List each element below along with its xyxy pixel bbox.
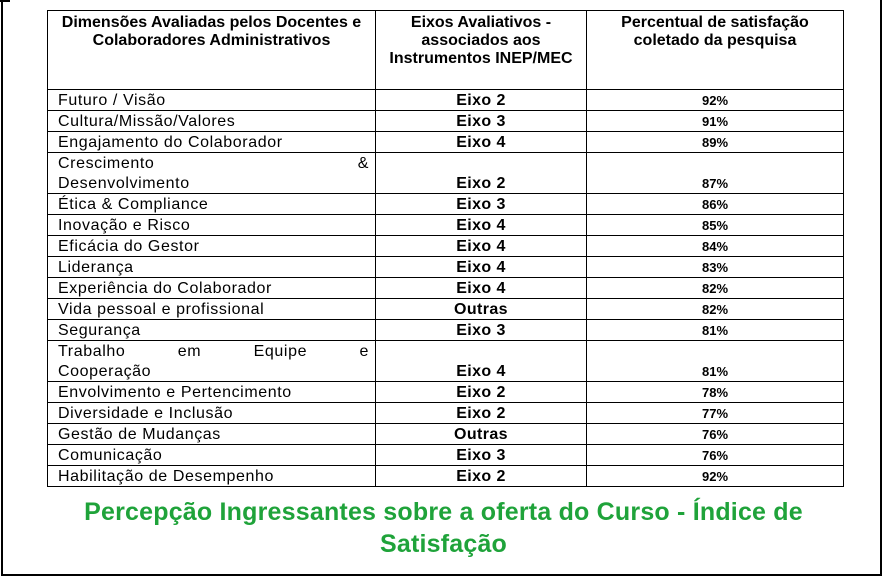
percent-cell: 85% <box>586 214 844 236</box>
percent-cell: 92% <box>586 465 844 487</box>
eixo-cell: Eixo 4 <box>375 256 587 278</box>
percent-cell: 77% <box>586 402 844 424</box>
dimension-cell: Gestão de Mudanças <box>47 423 376 445</box>
dimension-cell: Crescimento & Desenvolvimento <box>47 152 376 194</box>
dimension-label: Trabalho em Equipe e Cooperação <box>58 343 369 380</box>
table-row: Segurança Eixo 3 81% <box>47 319 844 341</box>
percent-cell: 83% <box>586 256 844 278</box>
dimension-cell: Envolvimento e Pertencimento <box>47 381 376 403</box>
table-row: Comunicação Eixo 3 76% <box>47 444 844 466</box>
table-row: Inovação e Risco Eixo 4 85% <box>47 214 844 236</box>
percent-cell: 82% <box>586 277 844 299</box>
eixo-cell: Eixo 2 <box>375 381 587 403</box>
eixo-cell: Eixo 4 <box>375 235 587 257</box>
section-heading: Percepção Ingressantes sobre a oferta do… <box>84 498 803 558</box>
dimension-label: Liderança <box>58 258 134 276</box>
eixo-cell: Eixo 4 <box>375 277 587 299</box>
dimension-cell: Comunicação <box>47 444 376 466</box>
table-row: Ética & Compliance Eixo 3 86% <box>47 193 844 215</box>
percent-cell: 92% <box>586 89 844 111</box>
dimension-cell: Diversidade e Inclusão <box>47 402 376 424</box>
header-dimensions: Dimensões Avaliadas pelos Docentes e Col… <box>47 10 376 90</box>
table-row: Experiência do Colaborador Eixo 4 82% <box>47 277 844 299</box>
dimension-cell: Eficácia do Gestor <box>47 235 376 257</box>
table-row: Vida pessoal e profissional Outras 82% <box>47 298 844 320</box>
table-row: Liderança Eixo 4 83% <box>47 256 844 278</box>
percent-cell: 76% <box>586 423 844 445</box>
table-row: Futuro / Visão Eixo 2 92% <box>47 89 844 111</box>
dimension-cell: Cultura/Missão/Valores <box>47 110 376 132</box>
percent-cell: 78% <box>586 381 844 403</box>
dimension-label: Diversidade e Inclusão <box>58 404 234 422</box>
dimension-cell: Ética & Compliance <box>47 193 376 215</box>
eixo-cell: Eixo 2 <box>375 465 587 487</box>
percent-cell: 84% <box>586 235 844 257</box>
dimension-cell: Engajamento do Colaborador <box>47 131 376 153</box>
eixo-cell: Outras <box>375 298 587 320</box>
dimension-cell: Segurança <box>47 319 376 341</box>
dimension-label: Crescimento & Desenvolvimento <box>58 155 369 192</box>
satisfaction-table: Dimensões Avaliadas pelos Docentes e Col… <box>47 10 844 487</box>
eixo-cell: Eixo 4 <box>375 214 587 236</box>
dimension-label: Engajamento do Colaborador <box>58 133 283 151</box>
percent-cell: 82% <box>586 298 844 320</box>
dimension-cell: Futuro / Visão <box>47 89 376 111</box>
table-body: Futuro / Visão Eixo 2 92% Cultura/Missão/Va… <box>47 89 844 487</box>
dimension-label: Envolvimento e Pertencimento <box>58 383 292 401</box>
header-eixos: Eixos Avaliativos - associados aos Instr… <box>375 10 587 90</box>
percent-cell: 89% <box>586 131 844 153</box>
eixo-cell: Outras <box>375 423 587 445</box>
dimension-label: Ética & Compliance <box>58 195 209 213</box>
eixo-cell: Eixo 3 <box>375 319 587 341</box>
eixo-cell: Eixo 2 <box>375 152 587 194</box>
percent-cell: 86% <box>586 193 844 215</box>
dimension-cell: Inovação e Risco <box>47 214 376 236</box>
header-percentual: Percentual de satisfação coletado da pes… <box>586 10 844 90</box>
table-row: Cultura/Missão/Valores Eixo 3 91% <box>47 110 844 132</box>
eixo-cell: Eixo 3 <box>375 110 587 132</box>
dimension-cell: Habilitação de Desempenho <box>47 465 376 487</box>
dimension-cell: Vida pessoal e profissional <box>47 298 376 320</box>
table-row: Trabalho em Equipe e Cooperação Eixo 4 81% <box>47 340 844 382</box>
table-row: Gestão de Mudanças Outras 76% <box>47 423 844 445</box>
dimension-label: Gestão de Mudanças <box>58 425 221 443</box>
dimension-cell: Trabalho em Equipe e Cooperação <box>47 340 376 382</box>
dimension-label: Inovação e Risco <box>58 216 191 234</box>
table-row: Crescimento & Desenvolvimento Eixo 2 87% <box>47 152 844 194</box>
eixo-cell: Eixo 2 <box>375 89 587 111</box>
dimension-cell: Experiência do Colaborador <box>47 277 376 299</box>
eixo-cell: Eixo 2 <box>375 402 587 424</box>
percent-cell: 81% <box>586 319 844 341</box>
dimension-cell: Liderança <box>47 256 376 278</box>
eixo-cell: Eixo 3 <box>375 193 587 215</box>
table-row: Engajamento do Colaborador Eixo 4 89% <box>47 131 844 153</box>
table-row: Envolvimento e Pertencimento Eixo 2 78% <box>47 381 844 403</box>
dimension-label: Futuro / Visão <box>58 91 166 109</box>
eixo-cell: Eixo 4 <box>375 131 587 153</box>
table-row: Diversidade e Inclusão Eixo 2 77% <box>47 402 844 424</box>
dimension-label: Experiência do Colaborador <box>58 279 272 297</box>
dimension-label: Comunicação <box>58 446 163 464</box>
table-header-row: Dimensões Avaliadas pelos Docentes e Col… <box>47 10 844 90</box>
percent-cell: 76% <box>586 444 844 466</box>
table-row: Habilitação de Desempenho Eixo 2 92% <box>47 465 844 487</box>
percent-cell: 81% <box>586 340 844 382</box>
dimension-label: Cultura/Missão/Valores <box>58 112 236 130</box>
frame-corner <box>0 0 10 2</box>
eixo-cell: Eixo 3 <box>375 444 587 466</box>
table-row: Eficácia do Gestor Eixo 4 84% <box>47 235 844 257</box>
percent-cell: 87% <box>586 152 844 194</box>
eixo-cell: Eixo 4 <box>375 340 587 382</box>
percent-cell: 91% <box>586 110 844 132</box>
dimension-label: Habilitação de Desempenho <box>58 467 275 485</box>
dimension-label: Segurança <box>58 321 141 339</box>
dimension-label: Vida pessoal e profissional <box>58 300 265 318</box>
dimension-label: Eficácia do Gestor <box>58 237 200 255</box>
